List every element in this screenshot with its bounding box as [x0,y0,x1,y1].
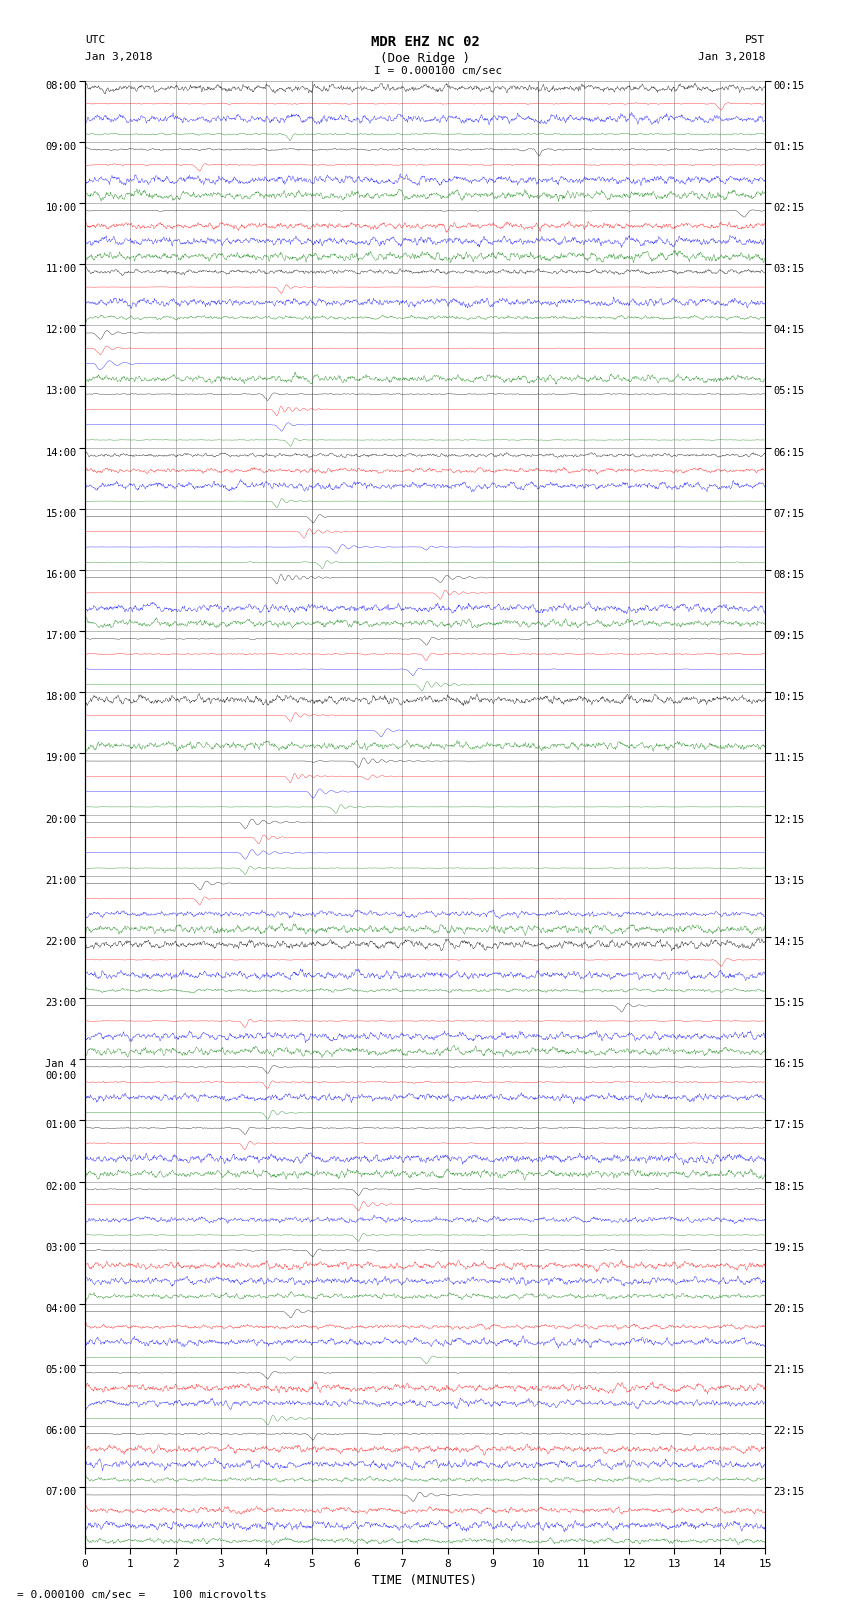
X-axis label: TIME (MINUTES): TIME (MINUTES) [372,1574,478,1587]
Text: PST: PST [745,35,765,45]
Text: Jan 3,2018: Jan 3,2018 [698,52,765,61]
Text: (Doe Ridge ): (Doe Ridge ) [380,52,470,65]
Text: UTC: UTC [85,35,105,45]
Text: Jan 3,2018: Jan 3,2018 [85,52,152,61]
Text: MDR EHZ NC 02: MDR EHZ NC 02 [371,35,479,50]
Text: = 0.000100 cm/sec =    100 microvolts: = 0.000100 cm/sec = 100 microvolts [17,1590,267,1600]
Text: I = 0.000100 cm/sec: I = 0.000100 cm/sec [374,66,502,76]
